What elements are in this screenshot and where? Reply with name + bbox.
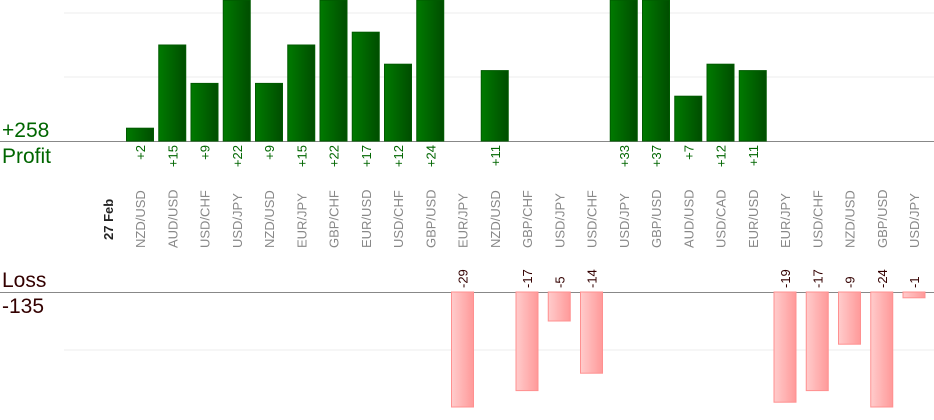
loss-value-label: -17 xyxy=(520,269,535,288)
loss-label: Loss xyxy=(2,269,46,292)
category-label: USD/CHF xyxy=(810,190,825,248)
profit-bar xyxy=(416,0,445,142)
profit-value-label: +12 xyxy=(391,145,406,167)
category-label: NZD/USD xyxy=(843,190,858,248)
profit-value-label: +24 xyxy=(423,145,438,167)
loss-value-label: -14 xyxy=(585,269,600,288)
category-label: AUD/USD xyxy=(165,189,180,248)
profit-bar xyxy=(222,0,251,142)
category-label: NZD/USD xyxy=(488,190,503,248)
profit-bar xyxy=(287,44,316,142)
category-label: EUR/JPY xyxy=(778,193,793,248)
loss-bar xyxy=(805,291,829,392)
category-label: GBP/USD xyxy=(423,189,438,248)
category-label: AUD/USD xyxy=(681,189,696,248)
profit-value-label: +11 xyxy=(488,145,503,166)
profit-bar xyxy=(255,82,283,142)
profit-value-label: +15 xyxy=(294,145,309,167)
loss-value-label: -9 xyxy=(843,276,858,288)
category-label: NZD/USD xyxy=(133,190,148,248)
loss-value-label: -5 xyxy=(552,276,567,288)
category-label: GBP/USD xyxy=(649,189,664,248)
loss-total: -135 xyxy=(2,295,44,318)
profit-bar xyxy=(609,0,638,142)
category-label: USD/JPY xyxy=(552,193,567,248)
loss-bar xyxy=(580,291,603,374)
category-label: USD/JPY xyxy=(907,193,922,248)
loss-value-label: -17 xyxy=(810,269,825,288)
loss-bar xyxy=(838,291,861,345)
loss-value-label: -24 xyxy=(875,269,890,288)
loss-value-label: -29 xyxy=(456,269,471,288)
profit-value-label: +33 xyxy=(617,145,632,167)
category-label: USD/CHF xyxy=(391,190,406,248)
profit-bar xyxy=(319,0,348,142)
category-label: EUR/JPY xyxy=(456,193,471,248)
profit-value-label: +37 xyxy=(649,145,664,167)
profit-bar xyxy=(706,63,735,142)
loss-bar xyxy=(902,291,926,299)
loss-bar xyxy=(451,291,474,408)
date-label: 27 Feb xyxy=(101,199,116,240)
loss-bar xyxy=(870,291,894,408)
category-label: USD/CHF xyxy=(585,190,600,248)
category-label: GBP/CHF xyxy=(520,190,535,248)
profit-bar xyxy=(674,95,703,142)
category-label: EUR/USD xyxy=(746,189,761,248)
category-label: USD/CHF xyxy=(198,190,213,248)
loss-bar xyxy=(515,291,539,392)
profit-value-label: +17 xyxy=(359,145,374,167)
profit-label: Profit xyxy=(2,145,51,168)
profit-bar xyxy=(126,127,154,142)
category-label: GBP/USD xyxy=(875,189,890,248)
loss-value-label: -1 xyxy=(907,276,922,288)
loss-bar xyxy=(547,291,571,322)
category-label: GBP/CHF xyxy=(327,190,342,248)
loss-value-label: -19 xyxy=(778,269,793,288)
profit-bar xyxy=(158,44,187,142)
category-label: USD/JPY xyxy=(617,193,632,248)
profit-value-label: +9 xyxy=(198,145,213,160)
profit-bar xyxy=(351,31,380,142)
profit-bar xyxy=(384,63,412,142)
profit-bar xyxy=(480,70,509,142)
profit-bar xyxy=(190,82,219,142)
category-label: EUR/USD xyxy=(359,189,374,248)
category-label: NZD/USD xyxy=(262,190,277,248)
profit-value-label: +22 xyxy=(230,145,245,167)
category-label: EUR/JPY xyxy=(294,193,309,248)
profit-value-label: +7 xyxy=(681,145,696,160)
profit-bar xyxy=(642,0,670,142)
profit-value-label: +9 xyxy=(262,145,277,160)
profit-total: +258 xyxy=(2,119,49,142)
category-label: USD/CAD xyxy=(714,189,729,248)
profit-value-label: +22 xyxy=(327,145,342,167)
category-label: USD/JPY xyxy=(230,193,245,248)
profit-value-label: +12 xyxy=(714,145,729,167)
profit-value-label: +11 xyxy=(746,145,761,166)
profit-value-label: +15 xyxy=(165,145,180,167)
profit-value-label: +2 xyxy=(133,145,148,160)
loss-bar xyxy=(773,291,797,403)
profit-bar xyxy=(738,70,767,142)
